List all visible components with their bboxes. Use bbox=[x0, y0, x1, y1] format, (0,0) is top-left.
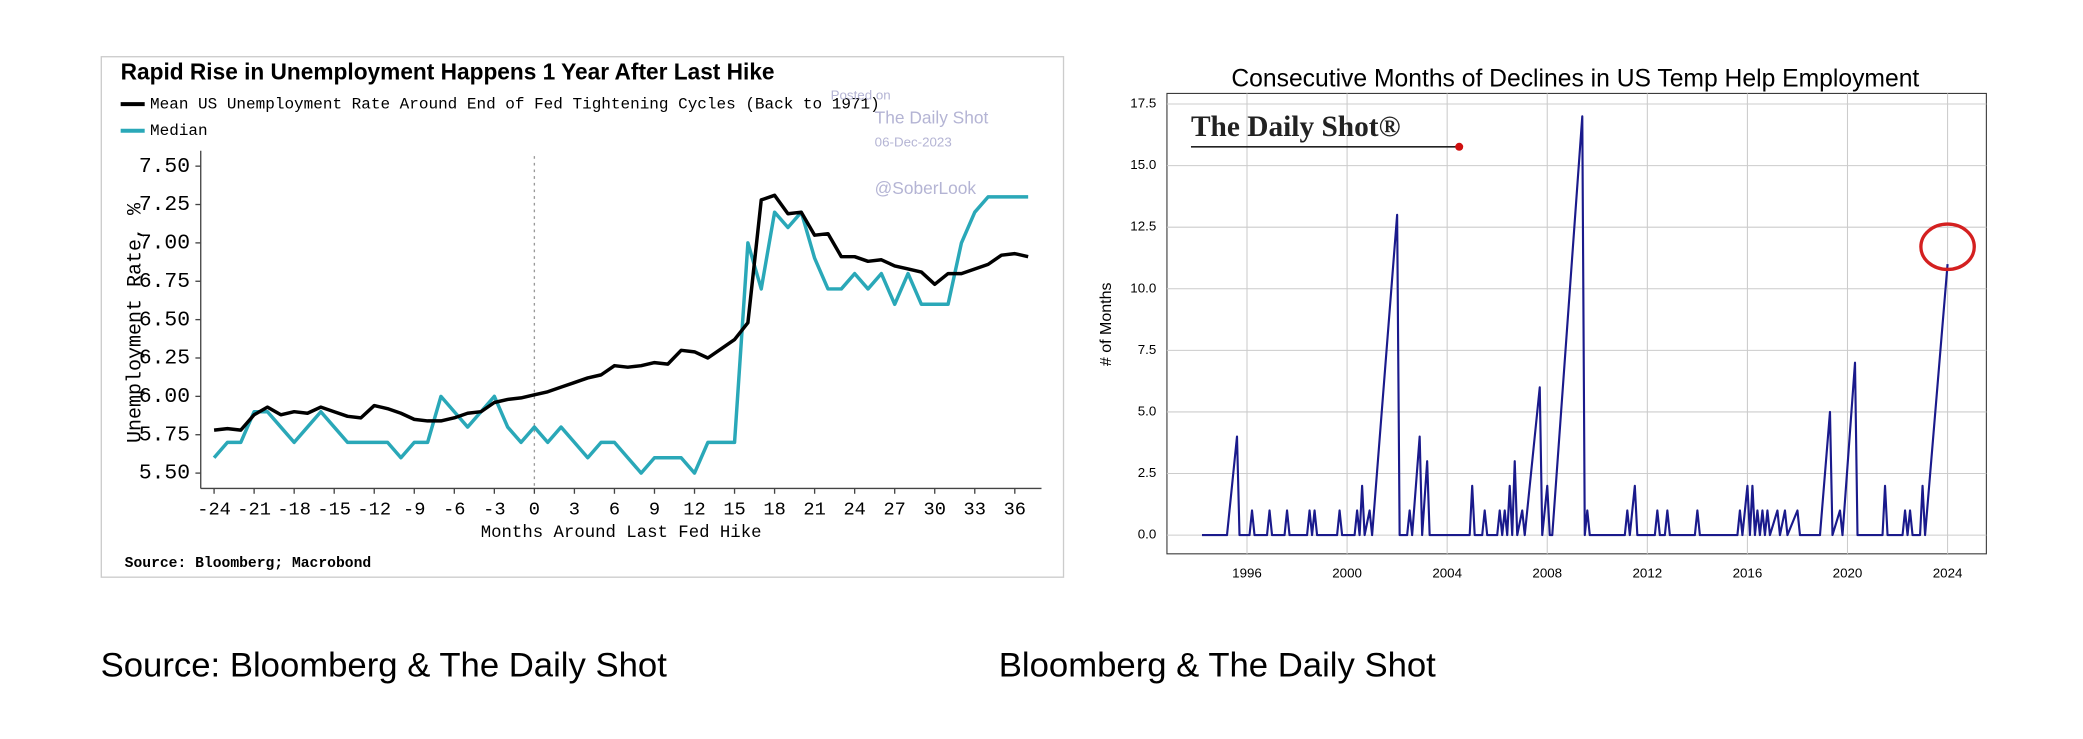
y-tick-label: 6.75 bbox=[139, 270, 190, 294]
legend-label: Median bbox=[150, 122, 208, 140]
y-tick-label: 15.0 bbox=[1130, 157, 1156, 172]
y-tick-label: 7.00 bbox=[139, 232, 190, 256]
x-tick-label: 9 bbox=[649, 499, 660, 521]
y-tick-label: 2.5 bbox=[1138, 465, 1157, 480]
x-tick-label: 27 bbox=[883, 499, 905, 521]
watermark: Posted on bbox=[831, 88, 891, 103]
y-tick-label: 6.50 bbox=[139, 308, 190, 332]
x-tick-label: -6 bbox=[443, 499, 465, 521]
y-tick-label: 5.50 bbox=[139, 462, 190, 486]
y-axis-label: Unemployment Rate, % bbox=[125, 202, 148, 443]
source-note: Source: Bloomberg; Macrobond bbox=[125, 556, 372, 572]
x-tick-label: -21 bbox=[237, 499, 271, 521]
x-tick-label: -9 bbox=[403, 499, 425, 521]
y-tick-label: 0.0 bbox=[1138, 527, 1157, 542]
x-tick-label: 33 bbox=[964, 499, 986, 521]
x-tick-label: -18 bbox=[277, 499, 311, 521]
x-tick-label: 15 bbox=[723, 499, 745, 521]
x-tick-label: 24 bbox=[843, 499, 865, 521]
series-line bbox=[212, 195, 1029, 475]
y-tick-label: 7.50 bbox=[139, 155, 190, 179]
legend-label: Mean US Unemployment Rate Around End of … bbox=[150, 95, 880, 113]
x-tick-label: 36 bbox=[1004, 499, 1026, 521]
y-tick-label: 5.0 bbox=[1138, 403, 1157, 418]
series-line bbox=[213, 193, 1029, 432]
x-tick-label: 2016 bbox=[1733, 565, 1763, 580]
y-tick-label: 5.75 bbox=[139, 423, 190, 447]
y-tick-label: 10.0 bbox=[1130, 280, 1156, 295]
left-chart-frame bbox=[100, 56, 1065, 578]
x-tick-label: 2008 bbox=[1532, 565, 1562, 580]
y-tick-label: 6.25 bbox=[139, 347, 190, 371]
series-line bbox=[1201, 115, 1949, 537]
x-axis-label: Months Around Last Fed Hike bbox=[481, 524, 762, 543]
x-tick-label: 0 bbox=[529, 499, 540, 521]
logo: The Daily Shot® bbox=[1191, 111, 1401, 143]
logo-dot bbox=[1455, 142, 1464, 151]
y-tick-label: 7.5 bbox=[1138, 342, 1157, 357]
x-tick-label: 6 bbox=[609, 499, 620, 521]
y-tick-label: 6.00 bbox=[139, 385, 190, 409]
watermark: @SoberLook bbox=[875, 178, 977, 198]
x-tick-label: 1996 bbox=[1232, 565, 1262, 580]
x-tick-label: 3 bbox=[569, 499, 580, 521]
x-tick-label: 21 bbox=[803, 499, 825, 521]
y-tick-label: 12.5 bbox=[1130, 219, 1156, 234]
x-tick-label: -12 bbox=[357, 499, 391, 521]
x-tick-label: 2004 bbox=[1432, 565, 1462, 580]
x-tick-label: 2020 bbox=[1833, 565, 1863, 580]
x-tick-label: 12 bbox=[683, 499, 705, 521]
highlight-circle bbox=[1919, 222, 1976, 272]
watermark: The Daily Shot bbox=[875, 107, 989, 127]
watermark: 06-Dec-2023 bbox=[875, 134, 952, 149]
chart-title: Rapid Rise in Unemployment Happens 1 Yea… bbox=[121, 58, 775, 84]
x-tick-label: -24 bbox=[197, 499, 231, 521]
x-tick-label: 18 bbox=[763, 499, 785, 521]
caption: Bloomberg & The Daily Shot bbox=[999, 646, 1436, 684]
x-tick-label: -3 bbox=[483, 499, 505, 521]
y-tick-label: 7.25 bbox=[139, 193, 190, 217]
y-axis-label: # of Months bbox=[1098, 282, 1115, 366]
plot-frame bbox=[1166, 92, 1987, 555]
x-tick-label: 2012 bbox=[1633, 565, 1663, 580]
caption: Source: Bloomberg & The Daily Shot bbox=[101, 646, 668, 684]
x-tick-label: -15 bbox=[317, 499, 351, 521]
y-tick-label: 17.5 bbox=[1130, 96, 1156, 111]
chart-title: Consecutive Months of Declines in US Tem… bbox=[1231, 66, 1919, 93]
x-tick-label: 2000 bbox=[1332, 565, 1362, 580]
x-tick-label: 2024 bbox=[1933, 565, 1963, 580]
x-tick-label: 30 bbox=[924, 499, 946, 521]
